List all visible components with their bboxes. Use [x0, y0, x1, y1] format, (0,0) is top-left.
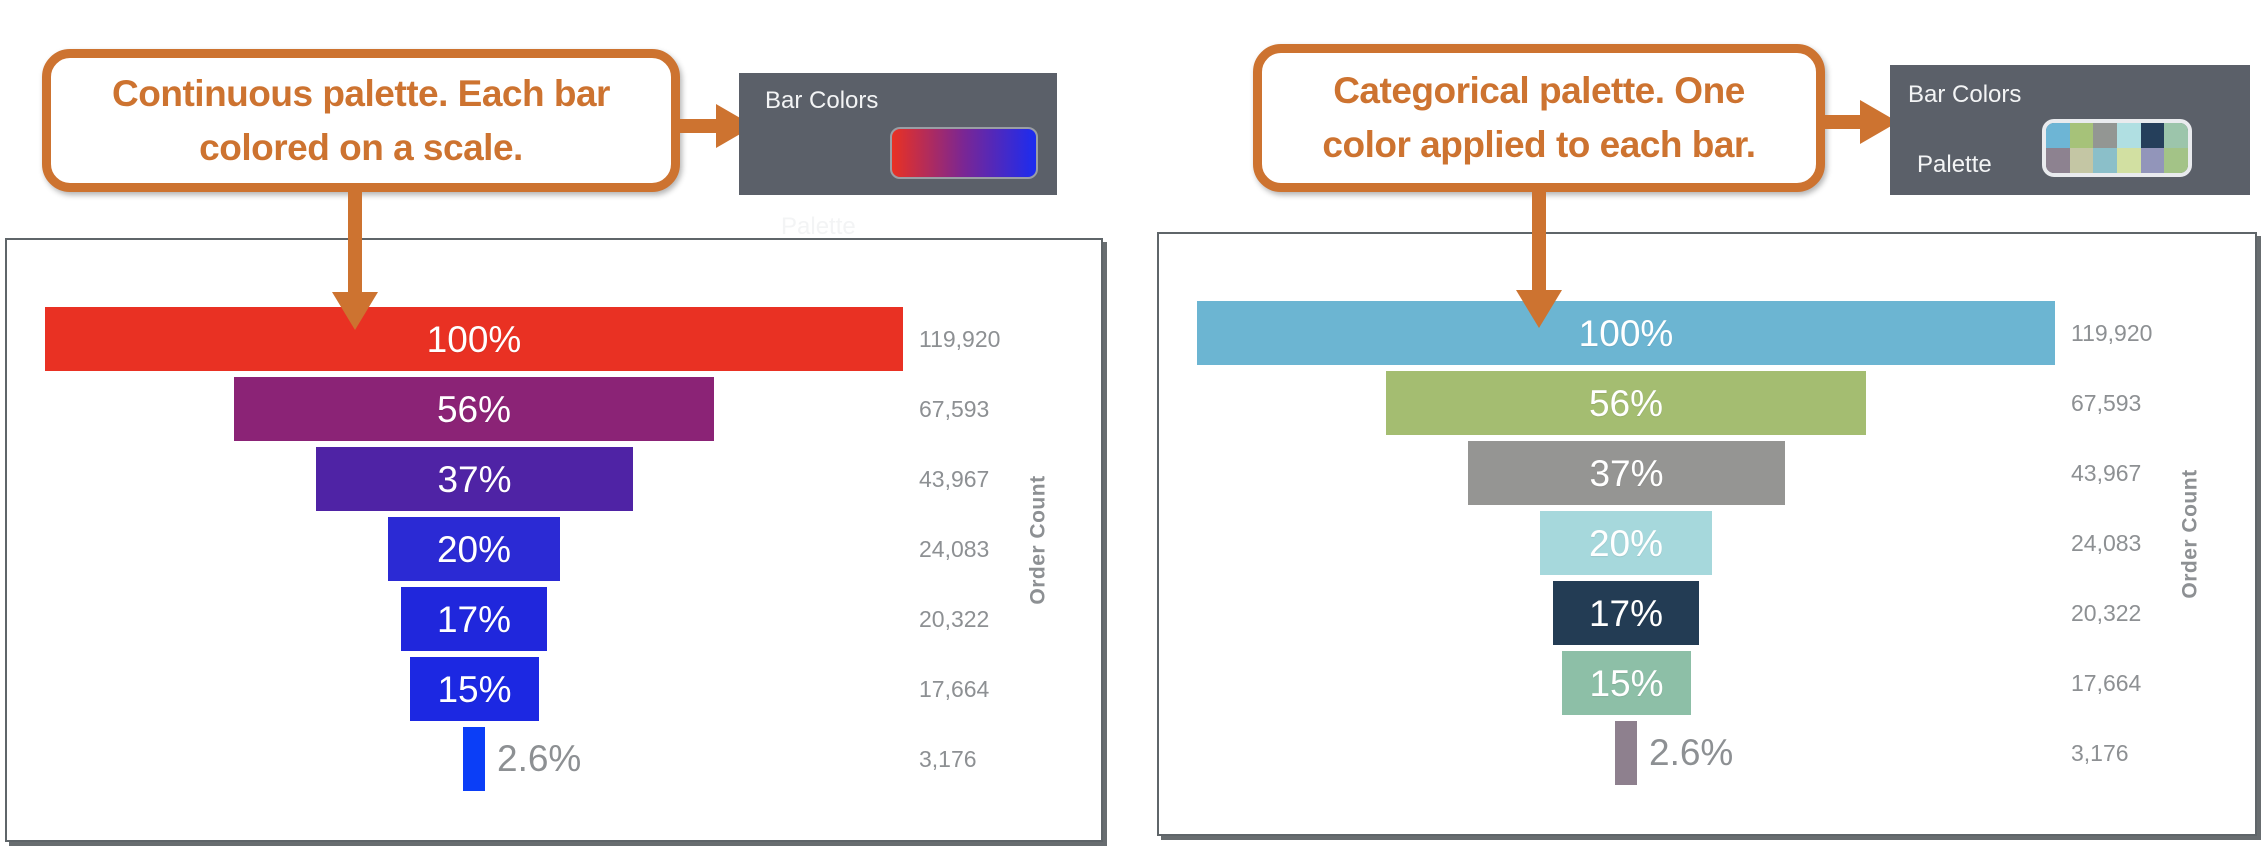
funnel-bar-pct-label: 2.6% [497, 738, 582, 779]
callout-continuous-palette: Continuous palette. Each bar colored on … [42, 49, 680, 192]
funnel-bar-value: 24,083 [2071, 530, 2142, 556]
funnel-bar-pct-label: 37% [437, 458, 512, 500]
palette-categorical-swatch[interactable] [2042, 119, 2192, 177]
funnel-bar[interactable] [463, 727, 485, 791]
funnel-bar[interactable]: 20% [1540, 511, 1712, 575]
y-axis-label: Order Count [1027, 475, 1051, 605]
panel-title: Bar Colors [765, 87, 879, 114]
palette-color-swatch[interactable] [2093, 123, 2117, 148]
arrow-down-icon [348, 188, 362, 292]
funnel-bar-pct-label: 17% [436, 598, 512, 640]
palette-color-swatch[interactable] [2069, 148, 2094, 173]
funnel-bar[interactable]: 37% [316, 447, 633, 511]
funnel-bar-pct-label: 20% [436, 528, 512, 570]
palette-gradient-swatch[interactable] [890, 127, 1038, 179]
funnel-bar-pct-label: 100% [426, 318, 522, 360]
callout-categorical-text: Categorical palette. One color applied t… [1322, 70, 1756, 165]
funnel-bar-value: 17,664 [919, 676, 990, 702]
funnel-bar[interactable]: 15% [410, 657, 539, 721]
funnel-bar-pct-label: 2.6% [1649, 732, 1734, 773]
funnel-bar-value: 67,593 [919, 396, 990, 422]
palette-label: Palette [1917, 151, 1992, 178]
palette-color-swatch[interactable] [2046, 123, 2070, 148]
callout-categorical-palette: Categorical palette. One color applied t… [1253, 44, 1825, 192]
palette-color-swatch[interactable] [2116, 148, 2141, 173]
funnel-bar-pct-label: 17% [1588, 592, 1664, 634]
palette-color-swatch[interactable] [2046, 148, 2070, 173]
funnel-bar[interactable]: 20% [388, 517, 560, 581]
arrow-right-icon [1823, 115, 1862, 129]
palette-color-swatch[interactable] [2069, 123, 2094, 148]
funnel-bar[interactable]: 17% [1553, 581, 1699, 645]
funnel-bar-pct-label: 15% [437, 668, 512, 710]
funnel-bar-pct-label: 20% [1588, 522, 1664, 564]
funnel-bar-pct-label: 100% [1578, 312, 1674, 354]
funnel-chart-categorical: 100% 119,920 56% 67,593 37% 43,967 20% 24,083 17… [1157, 232, 2257, 836]
funnel-bar-value: 67,593 [2071, 390, 2142, 416]
funnel-bar[interactable]: 37% [1468, 441, 1785, 505]
callout-continuous-text: Continuous palette. Each bar colored on … [112, 72, 610, 168]
palette-color-swatch[interactable] [2164, 148, 2188, 173]
funnel-bar-value: 119,920 [2071, 320, 2153, 346]
funnel-bar[interactable]: 17% [401, 587, 547, 651]
bar-colors-panel-continuous: Bar Colors Palette [739, 73, 1057, 240]
funnel-bar[interactable]: 56% [1386, 371, 1866, 435]
funnel-bar-value: 24,083 [919, 536, 990, 562]
bar-colors-panel-categorical: Bar Colors Palette [1890, 65, 2250, 195]
funnel-bar-value: 43,967 [919, 466, 990, 492]
funnel-bar[interactable]: 100% [45, 307, 903, 371]
funnel-bar[interactable]: 100% [1197, 301, 2055, 365]
funnel-bar[interactable]: 15% [1562, 651, 1691, 715]
palette-color-swatch[interactable] [2116, 123, 2141, 148]
panel-title: Bar Colors [1908, 81, 2022, 108]
funnel-bar[interactable]: 56% [234, 377, 714, 441]
arrow-down-head-icon [1516, 290, 1562, 328]
palette-color-swatch[interactable] [2140, 123, 2165, 148]
funnel-bar-pct-label: 56% [1588, 382, 1664, 424]
funnel-chart-continuous: 100% 119,920 56% 67,593 37% 43,967 20% 24,083 17… [5, 238, 1103, 842]
funnel-bar-pct-label: 15% [1589, 662, 1664, 704]
funnel-bar-value: 119,920 [919, 326, 1001, 352]
palette-color-swatch[interactable] [2140, 148, 2165, 173]
arrow-down-head-icon [332, 292, 378, 330]
funnel-bar[interactable] [1615, 721, 1637, 785]
funnel-bar-pct-label: 37% [1589, 452, 1664, 494]
funnel-bar-value: 3,176 [2071, 740, 2129, 766]
funnel-bar-value: 20,322 [919, 606, 990, 632]
arrow-right-icon [678, 119, 718, 133]
palette-color-swatch[interactable] [2093, 148, 2117, 173]
funnel-bar-value: 17,664 [2071, 670, 2142, 696]
palette-label: Palette [781, 213, 856, 240]
funnel-bar-value: 20,322 [2071, 600, 2142, 626]
funnel-bar-pct-label: 56% [436, 388, 512, 430]
arrow-down-icon [1532, 192, 1546, 290]
palette-color-swatch[interactable] [2164, 123, 2188, 148]
funnel-bar-value: 43,967 [2071, 460, 2142, 486]
funnel-bar-value: 3,176 [919, 746, 977, 772]
y-axis-label: Order Count [2179, 469, 2203, 599]
